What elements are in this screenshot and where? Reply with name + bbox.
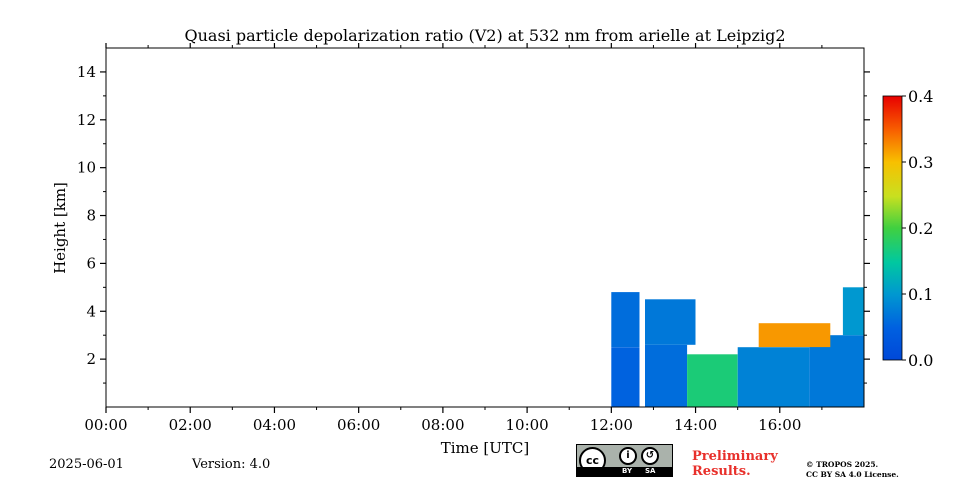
x-tick-label: 06:00 — [337, 416, 380, 434]
heatmap-region-5 — [737, 347, 810, 407]
y-tick-label: 2 — [86, 350, 96, 368]
x-axis-label: Time [UTC] — [441, 439, 530, 457]
heatmap-region-4 — [687, 354, 738, 407]
colorbar-tick-label: 0.0 — [908, 351, 933, 370]
cc-badge-bar — [577, 467, 672, 476]
license-line-2: CC BY SA 4.0 License. — [806, 470, 899, 479]
heatmap-area — [611, 48, 864, 407]
x-tick-label: 14:00 — [674, 416, 717, 434]
y-tick-label: 6 — [86, 254, 96, 272]
license-line-1: © TROPOS 2025. — [806, 460, 879, 469]
heatmap-region-0 — [611, 347, 640, 407]
heatmap-region-1 — [611, 292, 640, 348]
colorbar-ticks: 0.0 0.1 0.2 0.3 0.4 — [902, 87, 933, 370]
preliminary-line-2: Results. — [692, 464, 751, 479]
cc-sa-label: SA — [645, 467, 656, 475]
heatmap-region-7 — [842, 287, 864, 336]
date-label: 2025-06-01 — [49, 457, 124, 472]
x-tick-label: 08:00 — [421, 416, 464, 434]
attribution-icon: i — [619, 447, 637, 465]
heatmap-region-2 — [645, 344, 688, 407]
preliminary-results-note: Preliminary Results. — [692, 449, 778, 479]
heatmap-region-3 — [645, 299, 696, 345]
colorbar-tick-label: 0.2 — [908, 219, 933, 238]
y-tick-label: 12 — [77, 111, 96, 129]
colorbar — [882, 95, 903, 361]
colorbar-tick-label: 0.4 — [908, 87, 933, 106]
license-note: © TROPOS 2025. CC BY SA 4.0 License. — [806, 460, 899, 480]
share-alike-icon: ↺ — [641, 447, 659, 465]
y-tick-label: 14 — [77, 63, 96, 81]
x-tick-label: 04:00 — [253, 416, 296, 434]
axes: 00:00 02:00 04:00 06:00 08:00 10:00 12:00 14:00… — [77, 43, 870, 434]
heatmap-region-6 — [809, 335, 864, 407]
x-tick-label: 00:00 — [84, 416, 127, 434]
cc-license-badge: cc i ↺ BY SA — [576, 444, 673, 477]
data-gap — [639, 48, 645, 407]
y-tick-label: 8 — [86, 207, 96, 225]
version-label: Version: 4.0 — [192, 457, 271, 472]
chart-title: Quasi particle depolarization ratio (V2)… — [184, 26, 785, 45]
y-tick-label: 10 — [77, 159, 96, 177]
x-tick-label: 16:00 — [758, 416, 801, 434]
x-tick-label: 10:00 — [505, 416, 548, 434]
colorbar-tick-label: 0.1 — [908, 285, 933, 304]
preliminary-line-1: Preliminary — [692, 449, 778, 464]
heatmap-region-8 — [758, 323, 831, 348]
y-axis-label: Height [km] — [51, 182, 69, 274]
x-tick-label: 12:00 — [590, 416, 633, 434]
colorbar-tick-label: 0.3 — [908, 153, 933, 172]
y-tick-label: 4 — [86, 302, 96, 320]
x-tick-label: 02:00 — [169, 416, 212, 434]
cc-by-label: BY — [622, 467, 633, 475]
